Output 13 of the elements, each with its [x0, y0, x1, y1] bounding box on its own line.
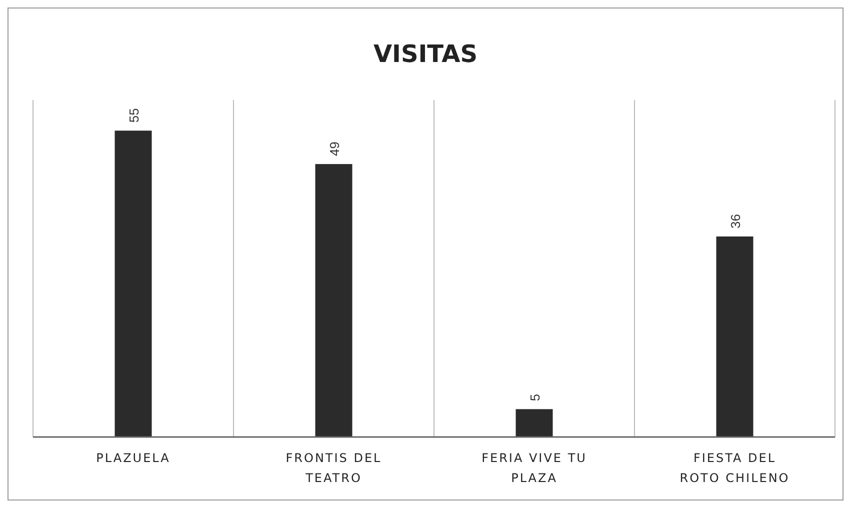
x-tick-label: FERIA VIVE TU PLAZA	[482, 451, 587, 485]
chart-title: VISITAS	[373, 40, 478, 68]
data-label: 5	[527, 394, 542, 402]
data-label: 36	[728, 214, 743, 228]
bar	[114, 130, 152, 437]
data-label: 49	[326, 142, 342, 156]
bar	[315, 164, 352, 437]
bar	[516, 409, 553, 437]
data-label: 55	[126, 108, 142, 123]
x-tick-label: FRONTIS DEL TEATRO	[286, 451, 382, 485]
bar	[716, 236, 754, 437]
x-tick-label: PLAZUELA	[96, 451, 170, 465]
x-tick-label: FIESTA DEL ROTO CHILENO	[680, 451, 790, 485]
